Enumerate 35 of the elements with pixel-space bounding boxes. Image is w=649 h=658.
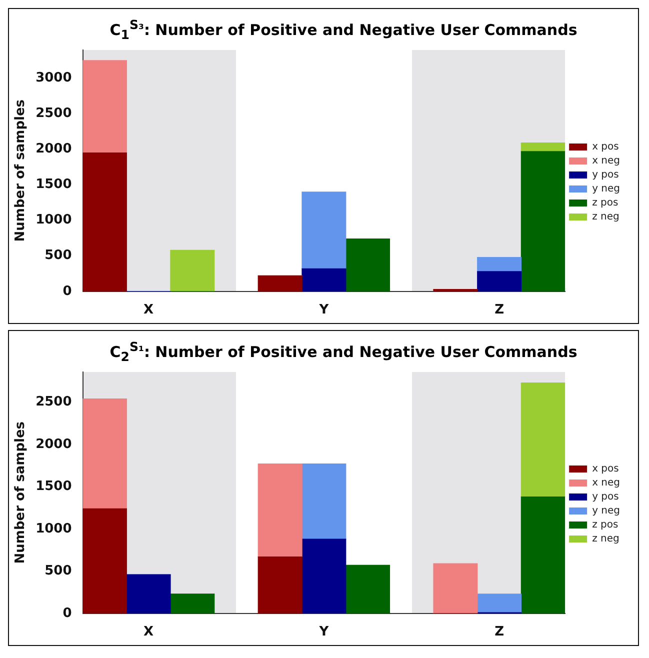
y-tick-label: 0 [62,606,72,621]
y-tick-label: 1500 [36,479,72,494]
legend-label: z pos [592,198,618,209]
y-tick-label: 2000 [36,142,72,157]
legend-label: x neg [592,156,620,167]
legend-label: z neg [592,212,620,223]
legend-label: x neg [592,478,620,489]
legend-label: y neg [592,184,620,195]
legend-label: z neg [592,534,620,545]
legend-label: y pos [592,492,619,503]
y-tick-label: 500 [44,248,72,264]
legend-label: y pos [592,170,619,181]
legend-label: y neg [592,506,620,517]
chart-title: C$_{2}$$^{S₁}$: Number of Positive and Negative User Commands [108,338,578,364]
y-tick-label: 500 [44,564,72,579]
x-tick-label: X [144,624,154,640]
y-tick-label: 1000 [36,521,72,536]
y-tick-label: 2500 [36,106,72,122]
y-tick-label: 2000 [36,436,72,452]
y-tick-label: 0 [62,284,72,299]
y-tick-label: 1000 [36,212,72,228]
legend-label: x pos [592,464,619,475]
y-tick-label: 1500 [36,177,72,192]
x-tick-label: Y [318,302,330,318]
x-tick-label: Z [494,302,504,318]
legend-label: z pos [592,520,618,531]
y-tick-label: 2500 [36,394,72,410]
x-tick-label: Z [494,624,504,640]
y-tick-label: 3000 [36,70,72,86]
x-tick-label: Y [318,624,330,640]
x-tick-label: X [144,302,154,318]
y-axis-title: Number of samples [13,421,28,564]
y-axis-title: Number of samples [13,99,28,242]
chart-title: C$_{1}$$^{S₃}$: Number of Positive and Negative User Commands [108,16,578,42]
legend-label: x pos [592,142,619,153]
